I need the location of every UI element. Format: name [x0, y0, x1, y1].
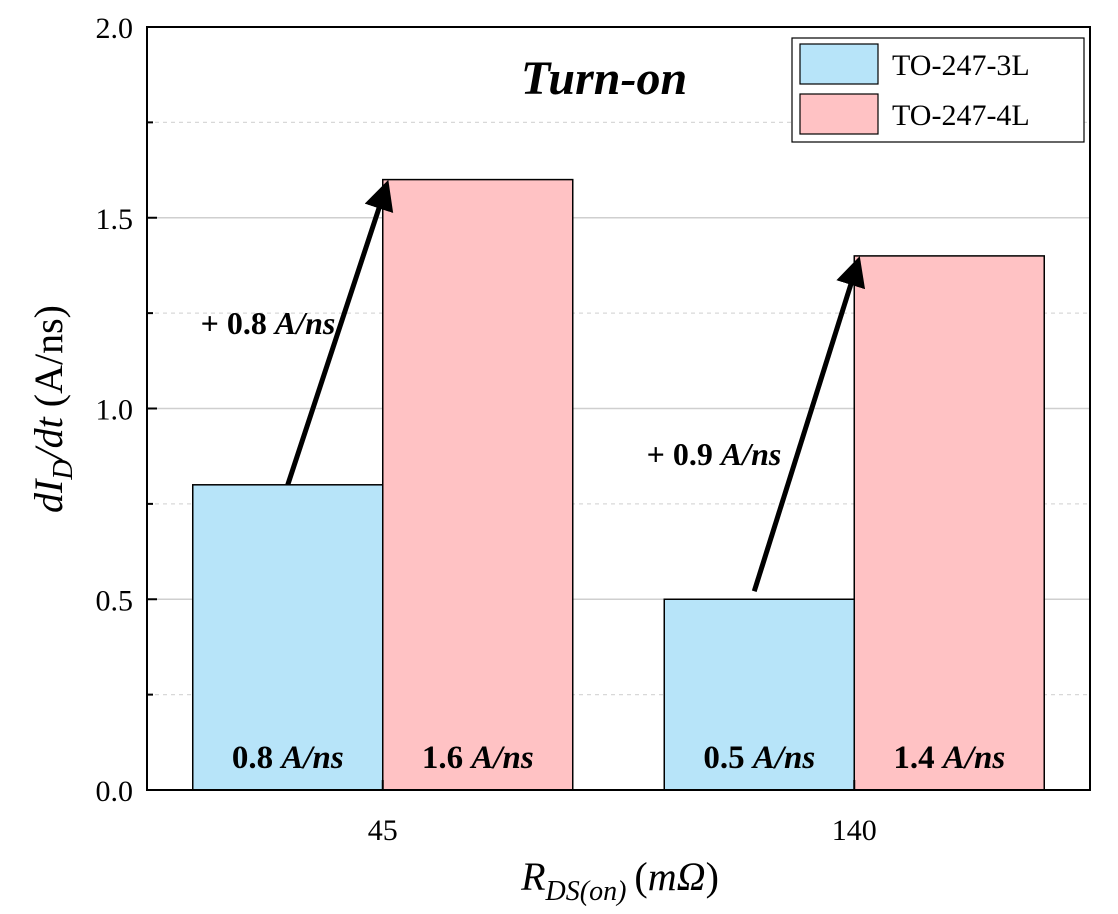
x-tick-label: 45 — [368, 814, 398, 847]
annotation-label: + 0.9 A/ns — [647, 436, 782, 472]
legend-swatch — [799, 93, 879, 135]
y-tick-label: 2.0 — [96, 12, 134, 45]
bar — [663, 598, 855, 791]
y-axis-title-sub: D — [48, 459, 79, 480]
bar — [382, 178, 574, 791]
y-axis-title: dID/dt (A/ns) — [26, 305, 79, 513]
ticks: 0.0 0.5 1.0 1.5 2.0 45 140 — [96, 12, 877, 847]
chart-title: Turn-on — [521, 52, 687, 105]
legend-label: TO-247-3L — [892, 49, 1030, 82]
bar-value-label: 1.4 A/ns — [893, 740, 1005, 776]
x-axis-title-unit-open: ( — [634, 854, 647, 899]
y-tick-label: 0.5 — [96, 584, 134, 617]
bar — [853, 255, 1045, 791]
x-axis-title-sub: DS(on) — [545, 876, 627, 907]
y-axis-title-main: dI — [26, 478, 71, 513]
bars — [192, 178, 1045, 791]
y-tick-label: 1.0 — [96, 394, 134, 427]
x-axis-title-main: R — [520, 854, 545, 899]
legend-label: TO-247-4L — [892, 99, 1030, 132]
legend-swatch — [799, 43, 879, 85]
y-tick-label: 1.5 — [96, 203, 134, 236]
x-tick-label: 140 — [832, 814, 877, 847]
bar-value-label: 0.5 A/ns — [703, 740, 815, 776]
bar-value-label: 0.8 A/ns — [232, 740, 344, 776]
x-axis-title-unit-close: ) — [706, 854, 719, 899]
annotation-label: + 0.8 A/ns — [201, 305, 336, 341]
y-axis-title-unit: (A/ns) — [26, 305, 71, 407]
annotation-arrow — [751, 256, 866, 593]
annotation-arrow — [285, 179, 394, 486]
bar-value-labels: 0.8 A/ns 1.6 A/ns 0.5 A/ns 1.4 A/ns — [232, 740, 1005, 776]
bar — [192, 484, 384, 791]
annotations: + 0.8 A/ns + 0.9 A/ns — [201, 179, 866, 593]
x-axis-title-unit: mΩ — [648, 854, 706, 899]
x-axis-title: RDS(on) (mΩ) — [520, 854, 719, 907]
bar-value-label: 1.6 A/ns — [422, 740, 534, 776]
y-axis-title-rest: /dt — [26, 416, 71, 461]
legend: TO-247-3L TO-247-4L — [791, 37, 1085, 143]
y-tick-label: 0.0 — [96, 775, 134, 808]
